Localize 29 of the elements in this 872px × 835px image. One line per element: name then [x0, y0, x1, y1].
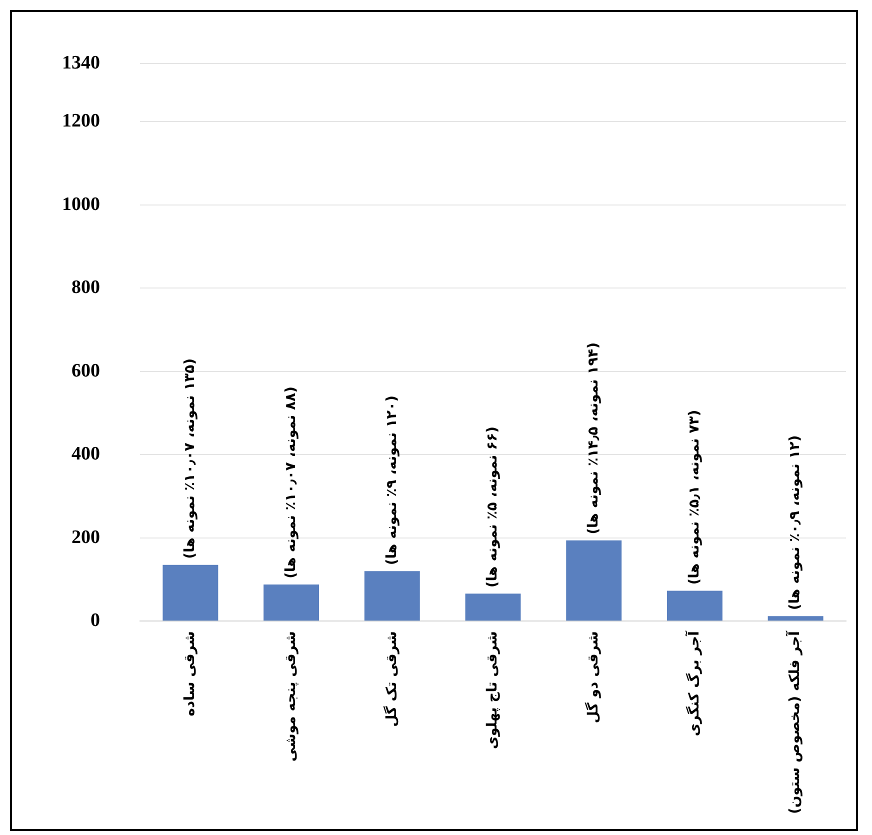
y-tick-label: 1340 — [62, 52, 100, 74]
x-tick-label: شرقی تک گل — [382, 631, 400, 727]
x-tick-label: شرقی تاج پهلوی — [484, 631, 501, 750]
y-tick-label: 1000 — [62, 194, 100, 215]
bar — [364, 571, 420, 621]
data-label: (۷۳ نمونه، ۵٫۱٪ نمونه ها) — [686, 410, 702, 585]
x-tick-label: شرقی پنجه موشی — [282, 631, 299, 762]
data-label: (۱۲ نمونه، ۰٫۹٪ نمونه ها) — [787, 435, 804, 610]
bar — [264, 584, 320, 621]
x-tick-label: شرقی ساده — [182, 631, 198, 716]
y-tick-label: 600 — [72, 360, 100, 382]
bar — [465, 594, 521, 621]
bar — [162, 564, 218, 621]
y-tick-label: 0 — [90, 610, 100, 632]
bar — [566, 540, 622, 621]
y-tick-label: 400 — [72, 444, 100, 465]
y-tick-label: 800 — [72, 277, 100, 298]
data-label: (۸۸ نمونه، ۱۰٫۰۷٪ نمونه ها) — [282, 386, 299, 578]
data-label: (۶۶ نمونه، ۵٪ نمونه ها) — [484, 426, 501, 588]
data-label: (۱۹۴ نمونه، ۱۴٫۵٪ نمونه ها) — [586, 342, 602, 534]
y-tick-label: 1200 — [62, 110, 100, 132]
data-label: (۱۳۵ نمونه، ۱۰٫۰۷٪ نمونه ها) — [182, 358, 198, 559]
data-label: (۱۲۰ نمونه، ۹٪ نمونه ها) — [384, 396, 400, 566]
x-tick-label: شرقی دو گل — [584, 631, 602, 724]
x-tick-label: آجر برگ کنگری — [684, 630, 702, 736]
y-tick-label: 200 — [72, 526, 100, 548]
bar — [768, 616, 824, 621]
x-tick-label: آجر فلکه (مخصوص ستون) — [785, 630, 804, 814]
bar — [666, 590, 722, 621]
